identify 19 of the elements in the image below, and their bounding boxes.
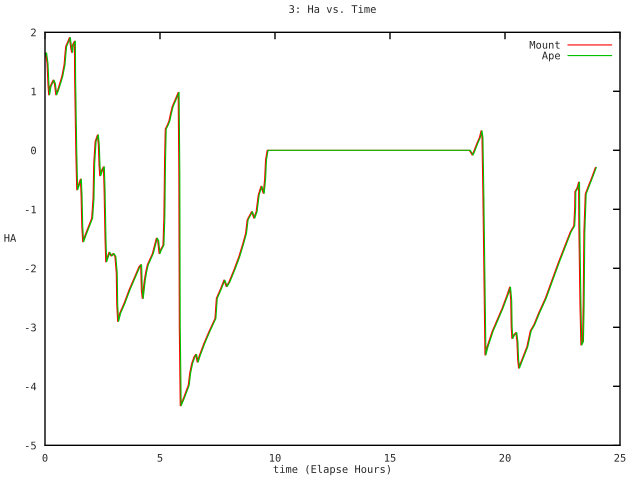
legend-label: Ape (542, 52, 560, 62)
x-tick-label: 0 (42, 454, 48, 462)
legend-label: Mount (530, 41, 560, 49)
x-axis-title: time (Elapse Hours) (274, 464, 390, 476)
x-tick-label: 10 (270, 454, 281, 462)
y-tick-label: 2 (31, 28, 36, 36)
y-tick-label: 1 (32, 88, 36, 96)
x-tick-label: 5 (158, 454, 162, 462)
y-tick-label: -5 (26, 442, 36, 450)
x-tick-label: 25 (614, 454, 626, 462)
y-tick-label: -4 (26, 382, 36, 390)
x-tick-label: 20 (500, 454, 511, 462)
y-tick-label: 0 (31, 146, 36, 154)
y-tick-label: -3 (26, 324, 36, 332)
x-tick-label: 15 (384, 454, 396, 462)
chart-title: 3: Ha vs. Time (289, 4, 376, 14)
y-axis-title: HA (4, 234, 16, 242)
y-tick-label: -2 (26, 264, 36, 272)
y-tick-label: -1 (26, 206, 36, 214)
